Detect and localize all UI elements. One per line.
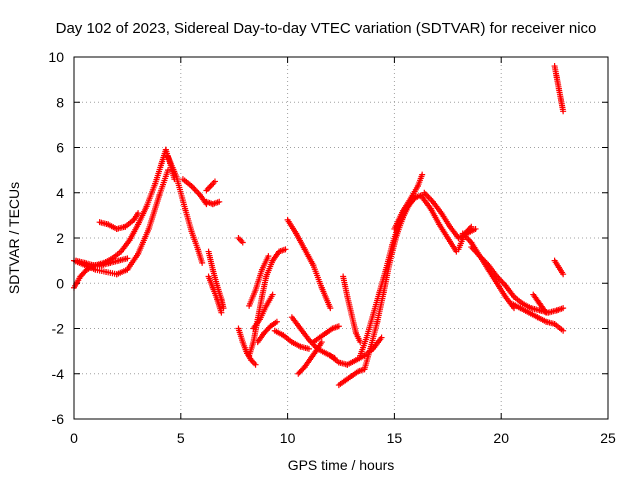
data-point [273, 318, 280, 325]
series-arc-d [73, 255, 131, 269]
series-arc-v [327, 334, 385, 368]
data-point [560, 305, 567, 312]
y-tick-labels: -6 -4 -2 0 2 4 6 8 10 [48, 49, 64, 427]
y-tick-label: -4 [52, 366, 65, 382]
data-point [239, 239, 246, 246]
series-arc-i [205, 248, 227, 312]
series-arc-o [250, 291, 276, 332]
series-arc-aj [530, 291, 550, 316]
data-point [318, 339, 325, 346]
data-point [269, 291, 276, 298]
series-arc-y [361, 192, 426, 373]
series-arc-t [295, 339, 325, 377]
data-point [216, 198, 223, 205]
data-point [560, 327, 567, 334]
data-point [305, 345, 312, 352]
x-tick-labels: 0 5 10 15 20 25 [70, 430, 616, 446]
series-arc-ac [421, 189, 479, 241]
data-point [265, 253, 272, 260]
data-point [419, 171, 426, 178]
series-arc-u [310, 323, 342, 346]
series-arc-p [254, 318, 280, 346]
series-arc-x [340, 273, 364, 346]
chart-title: Day 102 of 2023, Sidereal Day-to-day VTE… [56, 20, 597, 37]
x-tick-label: 20 [493, 430, 509, 446]
data-point [218, 309, 225, 316]
series-arc-ai [551, 63, 567, 115]
data-point [560, 271, 567, 278]
data-point [124, 255, 131, 262]
data-point [560, 108, 567, 115]
data-marks [71, 63, 567, 389]
series-arc-q [271, 327, 312, 352]
y-tick-label: -2 [52, 321, 65, 337]
y-tick-label: 6 [56, 140, 64, 156]
y-tick-label: 0 [56, 275, 64, 291]
series-arc-ag [508, 300, 567, 334]
series-arc-n [246, 253, 272, 309]
series-arc-ah [551, 257, 567, 278]
data-point [252, 361, 259, 368]
y-tick-label: -6 [52, 411, 65, 427]
data-point [335, 323, 342, 330]
data-point [327, 305, 334, 312]
data-point [467, 225, 474, 232]
y-axis-label: SDTVAR / TECUs [6, 182, 22, 294]
series-arc-e [164, 153, 206, 266]
data-point [164, 167, 171, 174]
series-arc-h [203, 198, 223, 208]
series-arc-ae [459, 230, 518, 312]
y-tick-label: 2 [56, 230, 64, 246]
x-tick-label: 5 [177, 430, 185, 446]
series-arc-j [205, 273, 225, 316]
series-arc-ab [419, 194, 460, 255]
series-arc-aa [391, 171, 426, 232]
x-tick-label: 25 [600, 430, 616, 446]
data-point [135, 210, 142, 217]
data-point [211, 178, 218, 185]
series-arc-r [284, 216, 334, 312]
x-tick-label: 15 [387, 430, 403, 446]
series-arc-c [96, 210, 142, 232]
data-point [378, 334, 385, 341]
series-arc-g [203, 178, 218, 194]
y-tick-label: 4 [56, 185, 64, 201]
y-tick-label: 10 [48, 49, 64, 65]
y-tick-label: 8 [56, 94, 64, 110]
data-point [282, 246, 289, 253]
x-tick-label: 10 [280, 430, 296, 446]
data-point [543, 309, 550, 316]
x-tick-label: 0 [70, 430, 78, 446]
x-axis-label: GPS time / hours [288, 457, 395, 473]
plot-frame [73, 56, 609, 420]
data-point [472, 225, 479, 232]
series-arc-k [235, 235, 246, 246]
data-point [468, 223, 475, 230]
data-point [199, 259, 206, 266]
